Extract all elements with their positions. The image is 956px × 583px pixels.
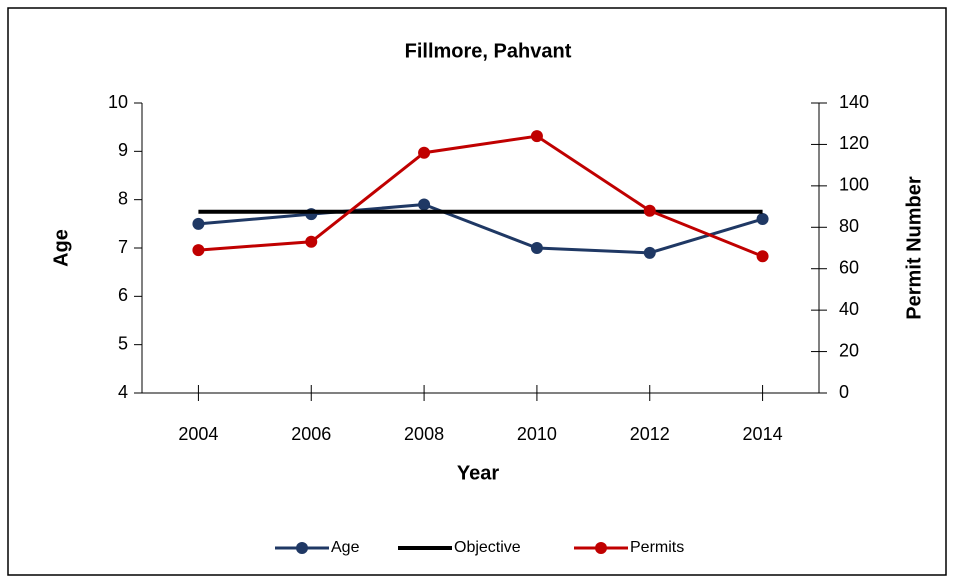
series-line [198,202,764,255]
legend-label: Age [331,539,360,556]
legend-label: Permits [630,539,684,556]
x-tick-label: 2012 [630,424,670,444]
y-tick-label: 8 [118,188,128,208]
series-marker [418,146,431,159]
y2-tick-label: 120 [839,133,869,153]
chart-border [7,7,947,576]
y2-tick-label: 40 [839,299,859,319]
series-line [198,134,764,258]
x-tick-label: 2014 [743,424,783,444]
series-marker [530,242,543,254]
y-axis-title: Age [50,229,72,267]
y2-tick-label: 80 [839,216,859,236]
chart-title: Fillmore, Pahvant [405,40,572,62]
series-marker [192,217,205,230]
y2-tick-label: 0 [839,382,849,402]
series-marker [530,130,543,143]
x-tick-label: 2006 [291,424,331,444]
y-tick-label: 9 [118,140,128,160]
series-marker [756,213,769,225]
legend-label: Objective [454,539,521,556]
y-tick-label: 5 [118,333,128,353]
series-marker [192,244,205,257]
series-marker [643,204,656,217]
x-tick-label: 2004 [178,424,218,444]
x-tick-label: 2010 [517,424,557,444]
series-marker [643,246,656,259]
series-marker [418,198,431,211]
y2-axis-title: Permit Number [903,176,925,320]
x-tick-label: 2008 [404,424,444,444]
x-axis-title: Year [457,462,499,484]
y2-tick-label: 100 [839,175,869,195]
y-tick-label: 10 [108,92,128,112]
legend-marker [296,542,308,554]
series-marker [756,250,769,263]
y-tick-label: 7 [118,237,128,257]
y2-tick-label: 20 [839,340,859,360]
y2-tick-label: 60 [839,257,859,277]
series-marker [305,235,318,248]
legend-marker [595,542,607,554]
y2-tick-label: 140 [839,92,869,112]
y-tick-label: 6 [118,285,128,305]
y-tick-label: 4 [118,382,128,402]
